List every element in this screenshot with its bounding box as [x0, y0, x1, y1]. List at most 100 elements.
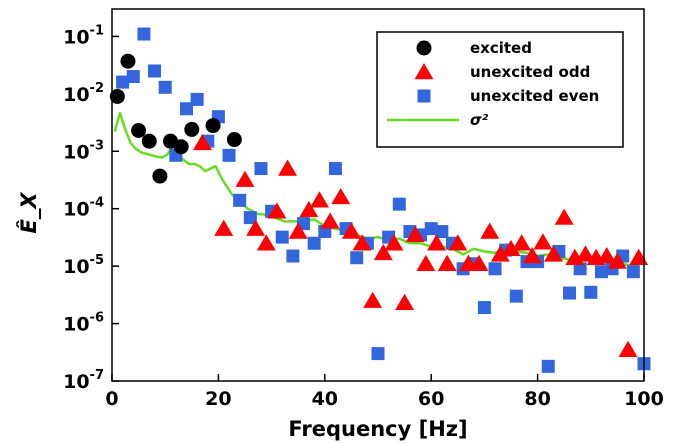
- triangle-point: [331, 187, 351, 205]
- x-tick-label: 0: [105, 388, 118, 410]
- square-point: [233, 193, 247, 207]
- triangle-point: [299, 200, 319, 218]
- triangle-point: [256, 234, 276, 251]
- triangle-point: [384, 234, 404, 251]
- legend-circle-swatch: [416, 40, 432, 56]
- triangle-point: [214, 219, 234, 236]
- series-circle: [109, 53, 242, 184]
- square-point: [148, 64, 162, 78]
- y-tick-label: 10-3: [63, 138, 104, 163]
- square-point: [190, 92, 204, 106]
- legend-label: σ²: [470, 111, 489, 129]
- series-triangle: [192, 133, 649, 357]
- triangle-point: [480, 222, 500, 239]
- square-point: [328, 162, 342, 176]
- y-axis-ticks: 10-7 10-6 10-5 10-4 10-3 10-2 10-1: [63, 23, 119, 393]
- triangle-point: [352, 234, 372, 251]
- circle-point: [205, 118, 221, 134]
- triangle-point: [618, 340, 638, 357]
- x-tick-label: 100: [624, 388, 664, 410]
- triangle-point: [416, 254, 436, 271]
- square-point: [126, 70, 140, 84]
- x-tick-label: 40: [312, 388, 338, 410]
- square-point: [435, 225, 449, 239]
- square-point: [509, 289, 523, 303]
- legend-square-swatch: [417, 89, 431, 103]
- y-axis-title: Ê_X: [16, 191, 41, 234]
- triangle-point: [267, 202, 287, 219]
- triangle-point: [320, 212, 340, 229]
- legend-label: excited: [470, 39, 532, 57]
- x-axis-title: Frequency [Hz]: [288, 417, 467, 441]
- series-square: [116, 27, 651, 373]
- triangle-point: [363, 291, 383, 308]
- triangle-point: [341, 222, 361, 239]
- plot-area-frame: [111, 8, 645, 382]
- square-point: [158, 80, 172, 94]
- x-tick-label: 20: [205, 388, 231, 410]
- square-point: [424, 222, 438, 236]
- y-tick-label: 10-1: [63, 23, 104, 48]
- triangle-point: [544, 245, 564, 262]
- y-tick-label: 10-4: [63, 196, 104, 221]
- circle-point: [173, 139, 189, 155]
- triangle-point: [395, 293, 415, 310]
- triangle-point: [522, 247, 542, 264]
- y-tick-label: 10-5: [63, 253, 104, 278]
- triangle-point: [235, 170, 255, 187]
- legend-triangle-swatch: [414, 63, 434, 80]
- square-point: [137, 27, 151, 41]
- square-point: [350, 251, 364, 265]
- x-axis-ticks: 0 20 40 60 80 100: [105, 374, 664, 410]
- square-point: [243, 211, 257, 225]
- square-point: [222, 148, 236, 162]
- y-tick-label: 10-6: [63, 311, 104, 336]
- square-point: [286, 249, 300, 263]
- circle-point: [141, 133, 157, 149]
- triangle-point: [629, 248, 649, 265]
- square-point: [275, 230, 289, 244]
- square-point: [116, 75, 130, 89]
- y-tick-label: 10-7: [63, 368, 104, 393]
- triangle-point: [373, 243, 393, 261]
- triangle-point: [310, 191, 329, 208]
- circle-point: [152, 168, 168, 184]
- square-point: [626, 265, 640, 279]
- x-tick-label: 60: [418, 388, 444, 410]
- circle-point: [184, 121, 200, 137]
- triangle-point: [278, 159, 298, 176]
- triangle-point: [288, 222, 308, 239]
- square-point: [563, 286, 577, 300]
- triangle-point: [469, 254, 489, 271]
- triangle-point: [607, 252, 627, 269]
- circle-point: [109, 88, 125, 104]
- square-point: [307, 236, 321, 250]
- legend-label: unexcited even: [470, 87, 599, 105]
- triangle-point: [512, 234, 532, 251]
- square-point: [371, 347, 385, 361]
- x-tick-label: 80: [524, 388, 550, 410]
- data-marks: [109, 27, 651, 373]
- triangle-point: [437, 254, 457, 271]
- circle-point: [226, 132, 242, 148]
- circle-point: [131, 122, 147, 138]
- triangle-point: [192, 133, 212, 151]
- y-tick-label: 10-2: [63, 81, 104, 106]
- square-point: [179, 102, 193, 116]
- triangle-point: [597, 247, 617, 264]
- triangle-point: [246, 219, 266, 236]
- square-point: [254, 162, 268, 176]
- triangle-point: [554, 208, 574, 225]
- square-point: [541, 359, 555, 373]
- circle-point: [120, 53, 136, 69]
- triangle-point: [533, 233, 553, 250]
- square-point: [584, 285, 598, 299]
- triangle-point: [501, 239, 521, 257]
- triangle-point: [490, 245, 510, 262]
- legend-label: unexcited odd: [470, 63, 590, 81]
- square-point: [573, 262, 587, 276]
- square-point: [488, 262, 502, 276]
- triangle-point: [405, 225, 425, 243]
- square-point: [477, 301, 491, 315]
